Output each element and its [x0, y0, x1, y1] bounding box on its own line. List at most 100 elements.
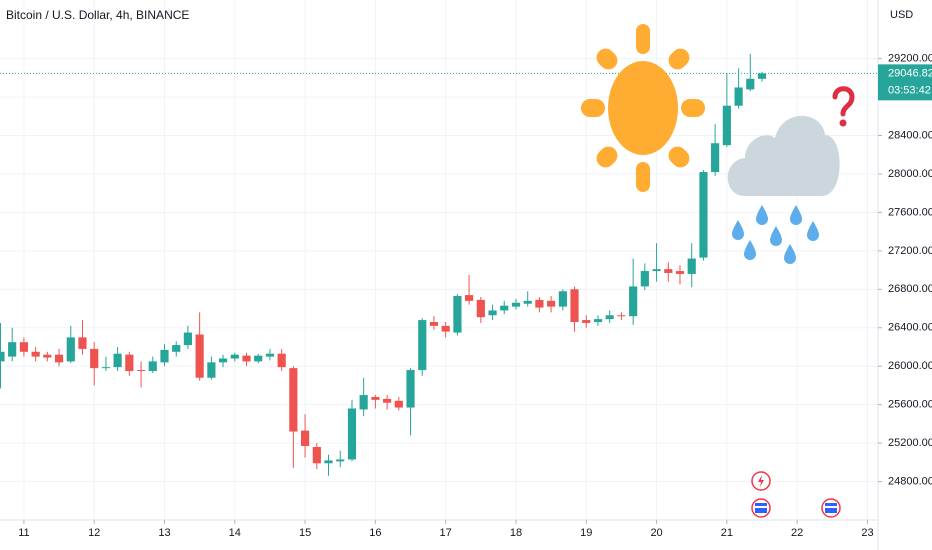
- candle-body: [31, 351, 40, 357]
- y-tick-label: 27600.00: [888, 206, 932, 218]
- candle-body: [640, 271, 649, 287]
- candle-body: [453, 296, 462, 333]
- candle-body: [476, 299, 485, 318]
- candle-body: [254, 355, 263, 362]
- x-tick-label: 17: [440, 527, 452, 539]
- x-tick-label: 20: [650, 527, 662, 539]
- event-icons: [751, 471, 841, 518]
- y-tick-label: 28000.00: [888, 168, 932, 180]
- candle-body: [500, 305, 509, 311]
- candle-body: [19, 342, 28, 352]
- candle-body: [535, 299, 544, 308]
- candle-body: [183, 332, 192, 346]
- candle-body: [172, 345, 181, 352]
- candle-body: [195, 334, 204, 378]
- candle-body: [336, 459, 345, 462]
- candle-body: [629, 286, 638, 317]
- sun-illustration: [581, 24, 705, 192]
- candle-body: [465, 295, 474, 301]
- y-tick-label: 28400.00: [888, 129, 932, 141]
- x-tick-label: 21: [721, 527, 733, 539]
- candle-body: [617, 315, 626, 317]
- candle-body: [664, 269, 673, 273]
- candle-body: [570, 289, 579, 322]
- candle-body: [593, 319, 603, 322]
- candle-body: [406, 370, 415, 408]
- candle-body: [54, 354, 64, 363]
- x-tick-label: 19: [580, 527, 592, 539]
- candle-body: [722, 105, 731, 146]
- x-tick-label: 18: [510, 527, 522, 539]
- rain-cloud-illustration: [727, 86, 855, 264]
- x-tick-label: 23: [861, 527, 873, 539]
- candle-body: [547, 300, 556, 307]
- candle-body: [359, 395, 368, 410]
- y-tick-label: 26000.00: [888, 360, 932, 372]
- candle-body: [137, 370, 146, 372]
- candle-body: [418, 320, 427, 371]
- candle-body: [160, 349, 169, 363]
- candle-body: [242, 355, 251, 362]
- y-tick-label: 24800.00: [888, 475, 932, 487]
- candle-body: [66, 337, 75, 362]
- candle-body: [43, 354, 52, 358]
- candles: [0, 53, 767, 476]
- candle-body: [582, 320, 591, 323]
- candle-body: [675, 271, 685, 274]
- candle-body: [371, 396, 380, 400]
- candle-body: [429, 321, 439, 326]
- candle-body: [746, 78, 755, 90]
- x-tick-label: 22: [791, 527, 803, 539]
- y-tick-label: 27200.00: [888, 245, 932, 257]
- candle-body: [324, 460, 333, 464]
- axes: 24800.00 25200.00 25600.00 26000.00 26400.00…: [0, 53, 932, 539]
- candle-body: [699, 172, 708, 258]
- y-tick-label: 25200.00: [888, 437, 932, 449]
- candle-body: [523, 300, 532, 304]
- last-price-label: 29046.82: [888, 67, 932, 79]
- x-tick-label: 12: [88, 527, 100, 539]
- candle-body: [207, 362, 216, 378]
- candle-body: [277, 353, 286, 368]
- candle-body: [734, 87, 743, 106]
- candle-body: [113, 353, 122, 368]
- candle-body: [605, 315, 614, 320]
- candle-body: [148, 361, 157, 372]
- candle-body: [8, 342, 17, 357]
- y-tick-label: 29200.00: [888, 53, 932, 65]
- candle-body: [347, 408, 357, 460]
- candle-body: [78, 337, 87, 349]
- x-tick-label: 16: [369, 527, 381, 539]
- candle-body: [125, 354, 134, 372]
- candle-body: [90, 348, 99, 369]
- candle-body: [711, 143, 720, 173]
- candle-body: [265, 353, 275, 357]
- y-tick-label: 25600.00: [888, 399, 932, 411]
- candle-body: [558, 291, 567, 307]
- countdown-label: 03:53:42: [888, 84, 931, 96]
- candle-body: [511, 302, 521, 307]
- x-tick-label: 15: [299, 527, 311, 539]
- candle-body: [441, 325, 450, 332]
- candle-body: [0, 351, 5, 362]
- candle-body: [757, 73, 767, 79]
- chart-title: Bitcoin / U.S. Dollar, 4h, BINANCE: [6, 8, 189, 22]
- candle-body: [230, 354, 239, 359]
- candle-body: [488, 310, 497, 316]
- candle-body: [289, 368, 298, 432]
- candle-body: [687, 258, 696, 274]
- x-tick-label: 11: [18, 527, 29, 539]
- candle-body: [312, 446, 321, 464]
- y-tick-label: 26800.00: [888, 283, 932, 295]
- x-tick-label: 13: [158, 527, 170, 539]
- candle-body: [301, 430, 310, 446]
- candle-body: [394, 400, 403, 408]
- candle-body: [383, 398, 392, 403]
- y-tick-label: 26400.00: [888, 322, 932, 334]
- candle-body: [652, 269, 661, 272]
- last-price-badge: [878, 64, 932, 101]
- candle-body: [101, 367, 111, 369]
- currency-label: USD: [890, 9, 913, 21]
